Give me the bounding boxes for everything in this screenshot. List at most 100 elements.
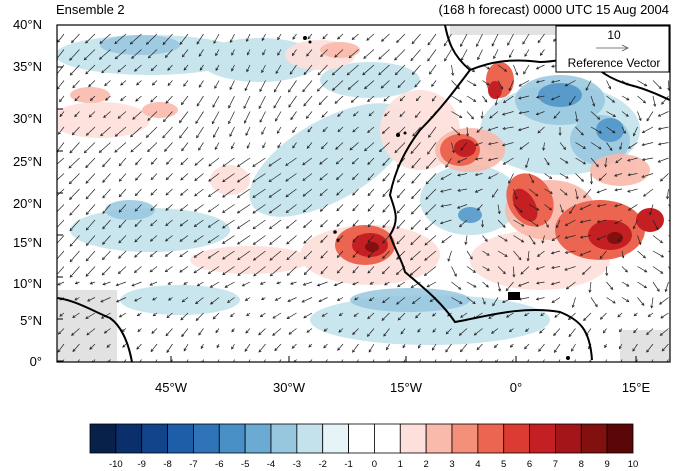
wind-vector-head: [411, 196, 415, 200]
wind-vector: [149, 266, 158, 273]
wind-vector-head: [323, 328, 327, 332]
wind-vector: [214, 80, 220, 89]
wind-vector: [383, 328, 390, 337]
wind-vector: [367, 188, 375, 196]
wind-vector: [497, 235, 508, 242]
wind-vector: [317, 281, 328, 286]
colorbar-label: -4: [266, 459, 276, 470]
wind-vector: [155, 359, 158, 362]
wind-vector: [131, 281, 142, 287]
wind-vector-head: [261, 69, 265, 74]
wind-vector: [195, 297, 204, 304]
wind-vector: [441, 204, 452, 207]
wind-vector: [465, 235, 468, 245]
wind-vector-head: [657, 113, 661, 117]
wind-vector-head: [147, 117, 151, 121]
wind-vector: [368, 111, 375, 116]
wind-vector-head: [259, 281, 264, 285]
wind-vector-head: [512, 274, 516, 278]
wind-vector-head: [244, 348, 248, 352]
wind-vector: [367, 157, 375, 165]
wind-vector-head: [222, 194, 226, 198]
wind-vector-head: [268, 179, 272, 183]
wind-vector-head: [237, 272, 241, 276]
wind-vector: [590, 142, 602, 150]
wind-vector: [466, 95, 476, 102]
wind-vector: [575, 157, 586, 165]
wind-vector-head: [269, 273, 273, 277]
wind-vector: [427, 33, 437, 46]
wind-vector: [135, 157, 142, 165]
wind-vector-head: [87, 298, 91, 302]
wind-vector-head: [504, 254, 508, 257]
wind-vector-head: [274, 348, 278, 352]
wind-vector-head: [364, 86, 368, 90]
wind-vector-head: [134, 298, 138, 302]
wind-vector-head: [208, 178, 212, 182]
wind-vector: [338, 328, 344, 333]
wind-vector-head: [364, 148, 368, 152]
lat-label-15n: 15°N: [12, 235, 42, 250]
wind-vector-head: [103, 114, 107, 119]
wind-vector-head: [198, 147, 202, 151]
wind-vector: [134, 235, 142, 243]
wind-vector: [482, 95, 488, 103]
wind-vector: [353, 111, 359, 117]
wind-vector-head: [623, 130, 626, 135]
wind-vector-head: [381, 317, 385, 321]
wind-vector-head: [319, 177, 323, 181]
wind-vector: [69, 219, 80, 231]
wind-vector-head: [367, 316, 371, 320]
wind-vector-head: [402, 345, 406, 349]
wind-vector-head: [378, 56, 382, 60]
wind-vector: [460, 33, 468, 47]
wind-vector-head: [149, 269, 153, 273]
wind-vector-head: [352, 129, 356, 133]
wind-vector: [651, 359, 654, 362]
wind-vector: [135, 173, 142, 181]
wind-vector: [369, 281, 375, 285]
wind-vector-head: [579, 220, 584, 224]
wind-vector: [614, 204, 623, 207]
wind-vector: [353, 312, 359, 317]
wind-vector: [102, 266, 111, 276]
wind-vector: [382, 250, 390, 259]
wind-vector-head: [399, 98, 403, 102]
wind-vector-head: [179, 41, 183, 45]
wind-vector-head: [487, 176, 492, 179]
wind-vector-head: [551, 238, 555, 241]
wind-vector: [337, 266, 344, 274]
wind-vector: [230, 33, 235, 43]
wind-vector: [303, 219, 313, 228]
wind-vector-head: [369, 281, 373, 285]
wind-vector: [285, 188, 297, 198]
wind-vector: [58, 126, 65, 135]
wind-vector-head: [285, 162, 289, 166]
wind-vector: [153, 312, 158, 317]
wind-vector-head: [432, 366, 434, 369]
wind-vector-head: [659, 178, 664, 182]
wind-vector: [590, 95, 595, 107]
wind-vector-head: [444, 58, 447, 62]
wind-vector-head: [262, 145, 266, 149]
wind-vector-head: [181, 148, 185, 152]
wind-vector-head: [193, 270, 197, 274]
wind-vector-head: [657, 127, 662, 131]
wind-vector-head: [367, 208, 371, 212]
wind-vector-head: [222, 240, 226, 244]
wind-vector: [179, 250, 189, 257]
wind-vector: [85, 33, 96, 44]
wind-vector: [269, 188, 282, 198]
wind-vector: [564, 266, 576, 271]
wind-vector-head: [54, 244, 56, 247]
wind-vector: [424, 235, 437, 246]
wind-vector: [303, 250, 313, 260]
wind-vector: [69, 142, 80, 154]
wind-vector-head: [394, 149, 398, 154]
wind-vector: [606, 80, 611, 89]
wind-vector-head: [193, 224, 197, 227]
wind-vector: [237, 219, 251, 229]
wind-vector-head: [362, 72, 366, 76]
wind-vector-head: [443, 43, 447, 47]
wind-vector-head: [288, 331, 292, 335]
